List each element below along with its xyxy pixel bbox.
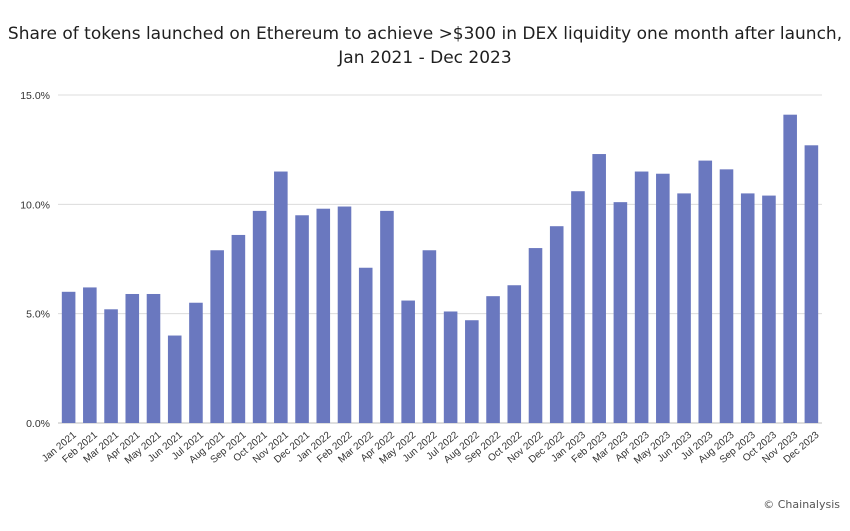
bar	[274, 171, 288, 423]
bar	[210, 250, 224, 423]
bar	[677, 193, 691, 423]
y-tick-label: 15.0%	[20, 90, 50, 102]
bar	[486, 296, 500, 423]
bar	[740, 193, 755, 423]
bar	[634, 171, 649, 423]
bar	[613, 202, 628, 423]
bar	[104, 309, 118, 423]
bar	[465, 320, 479, 423]
bars	[61, 114, 819, 424]
y-axis: 0.0% 5.0% 10.0% 15.0%	[20, 90, 50, 430]
bar	[422, 250, 437, 423]
bar	[358, 267, 373, 423]
bar	[783, 114, 797, 424]
bar	[804, 145, 819, 423]
bar	[125, 293, 140, 423]
gridlines	[58, 94, 822, 424]
bar	[549, 226, 564, 423]
bar	[719, 169, 734, 423]
bar	[189, 302, 203, 423]
bar	[401, 300, 415, 423]
y-tick-label: 10.0%	[20, 199, 50, 211]
bar	[443, 311, 458, 423]
bar	[316, 208, 331, 423]
bar	[528, 248, 543, 423]
bar	[571, 191, 585, 423]
chart-title: Share of tokens launched on Ethereum to …	[7, 24, 843, 44]
bar	[507, 285, 522, 423]
bar	[762, 195, 776, 423]
chart-subtitle: Jan 2021 - Dec 2023	[338, 48, 512, 68]
bar	[252, 210, 267, 423]
bar	[295, 215, 309, 423]
source-credit: © Chainalysis	[763, 498, 840, 511]
bar	[656, 173, 670, 423]
bar	[231, 234, 246, 423]
y-tick-label: 0.0%	[26, 418, 50, 430]
bar	[380, 210, 394, 423]
bar	[698, 160, 713, 423]
bar	[592, 154, 606, 424]
y-tick-label: 5.0%	[26, 309, 50, 321]
bar	[337, 206, 352, 423]
bar	[167, 335, 182, 423]
bar	[83, 287, 97, 423]
bar	[146, 293, 161, 423]
bar	[61, 291, 76, 423]
